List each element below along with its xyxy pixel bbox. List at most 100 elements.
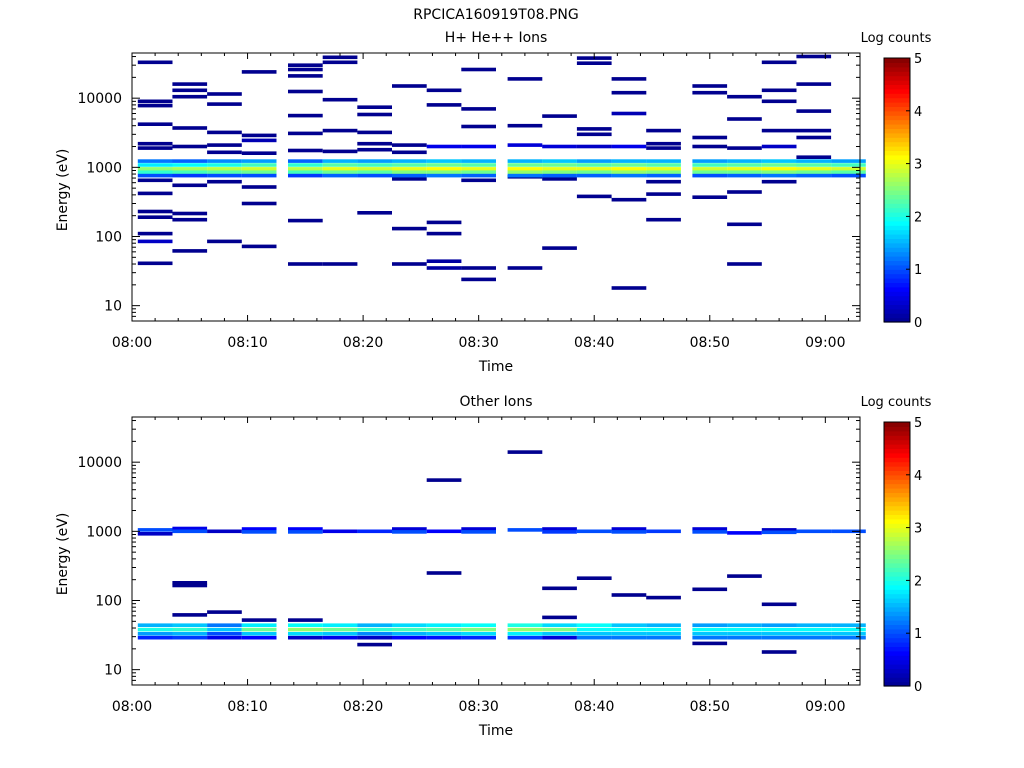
colorbar-segment	[884, 212, 910, 217]
heatmap-cell	[357, 211, 392, 215]
heatmap-cell	[288, 63, 323, 67]
heatmap-cell	[322, 635, 358, 640]
heatmap-cell	[611, 530, 647, 534]
colorbar-segment	[884, 88, 910, 94]
colorbar-segment	[884, 492, 910, 498]
heatmap-cell	[576, 173, 612, 178]
heatmap-cell	[761, 623, 797, 627]
heatmap-cell	[761, 88, 797, 93]
colorbar-tick-label: 5	[914, 416, 922, 431]
heatmap-cell	[727, 222, 762, 227]
x-tick-label: 08:20	[343, 699, 383, 715]
heatmap-cell	[611, 167, 647, 171]
y-axis-label: Energy (eV)	[55, 513, 71, 596]
heatmap-cell	[172, 173, 208, 178]
colorbar-segment	[884, 308, 910, 314]
heatmap-cell	[322, 262, 358, 266]
x-tick-label: 08:20	[343, 335, 383, 351]
heatmap-cell	[727, 173, 762, 178]
heatmap-cell	[461, 266, 496, 270]
x-tick-label: 08:50	[690, 335, 730, 351]
heatmap-cell	[322, 627, 358, 632]
heatmap-cell	[207, 610, 242, 614]
heatmap-cell	[761, 170, 797, 174]
colorbar-segment	[884, 159, 910, 165]
x-tick-label: 08:10	[227, 699, 267, 715]
heatmap-cell	[761, 530, 797, 535]
heatmap-cell	[761, 173, 797, 178]
heatmap-cell	[796, 529, 832, 534]
heatmap-cell	[357, 623, 392, 627]
heatmap-cell	[727, 94, 762, 99]
colorbar-segment	[884, 260, 910, 266]
heatmap-cell	[357, 627, 392, 632]
heatmap-cell	[288, 67, 323, 72]
heatmap-cell	[611, 197, 647, 202]
colorbar-segment	[884, 532, 910, 537]
panel-other-ions: Other Ions Log counts 08:00 08:10 08:20 08:…	[55, 394, 932, 739]
heatmap-cell	[507, 528, 543, 532]
heatmap-cell	[207, 179, 242, 184]
y-tick-label: 10000	[77, 91, 122, 107]
colorbar-label: Log counts	[861, 395, 932, 410]
colorbar-segment	[884, 457, 910, 463]
colorbar-segment	[884, 452, 910, 458]
heatmap-cell	[831, 529, 866, 534]
heatmap-cell	[137, 146, 173, 150]
heatmap-cell	[207, 92, 242, 96]
heatmap-cell	[761, 632, 797, 636]
heatmap-cell	[207, 159, 242, 163]
heatmap-cell	[426, 88, 462, 93]
heatmap-cell	[357, 105, 392, 109]
heatmap-cell	[426, 259, 462, 263]
colorbar-segment	[884, 602, 910, 608]
colorbar-segment	[884, 273, 910, 279]
heatmap-cell	[288, 530, 323, 534]
colorbar-segment	[884, 295, 910, 301]
heatmap-cell	[611, 111, 647, 116]
heatmap-cell	[542, 635, 577, 640]
heatmap-cell	[796, 155, 832, 159]
heatmap-cell	[137, 167, 173, 171]
heatmap-cell	[646, 529, 681, 534]
x-tick-label: 08:30	[458, 335, 498, 351]
heatmap-cell	[576, 194, 612, 199]
colorbar-segment	[884, 238, 910, 244]
colorbar-segment	[884, 483, 910, 489]
colorbar-segment	[884, 317, 910, 323]
colorbar-segment	[884, 567, 910, 573]
colorbar-tick-label: 3	[914, 522, 922, 537]
colorbar-segment	[884, 518, 910, 524]
heatmap-cell	[137, 632, 173, 636]
heatmap-cell	[137, 122, 173, 126]
heatmap-cell	[172, 583, 208, 588]
heatmap-cell	[692, 173, 728, 178]
heatmap-cell	[172, 211, 208, 216]
panel-title: Other Ions	[459, 394, 532, 410]
heatmap-cell	[692, 623, 728, 627]
heatmap-cell	[288, 113, 323, 118]
heatmap-cell	[288, 527, 323, 531]
heatmap-cell	[692, 627, 728, 632]
x-tick-label: 09:00	[805, 335, 845, 351]
colorbar-segment	[884, 124, 910, 129]
colorbar-segment	[884, 615, 910, 621]
heatmap-cell	[392, 143, 427, 147]
heatmap-cell	[761, 60, 797, 65]
colorbar-segment	[884, 313, 910, 319]
colorbar-segment	[884, 633, 910, 639]
y-axis-label: Energy (eV)	[55, 149, 71, 232]
heatmap-cell	[761, 627, 797, 632]
x-tick-label: 08:50	[690, 699, 730, 715]
heatmap-cell	[692, 641, 728, 646]
heatmap-cell	[241, 201, 277, 206]
colorbar-segment	[884, 606, 910, 612]
colorbar-segment	[884, 181, 910, 187]
heatmap-cell	[392, 527, 427, 531]
heatmap-cell	[392, 530, 427, 534]
colorbar-segment	[884, 71, 910, 77]
colorbar-segment	[884, 251, 910, 257]
heatmap-cell	[461, 159, 496, 163]
colorbar-segment	[884, 422, 910, 427]
heatmap-cell	[507, 170, 543, 174]
